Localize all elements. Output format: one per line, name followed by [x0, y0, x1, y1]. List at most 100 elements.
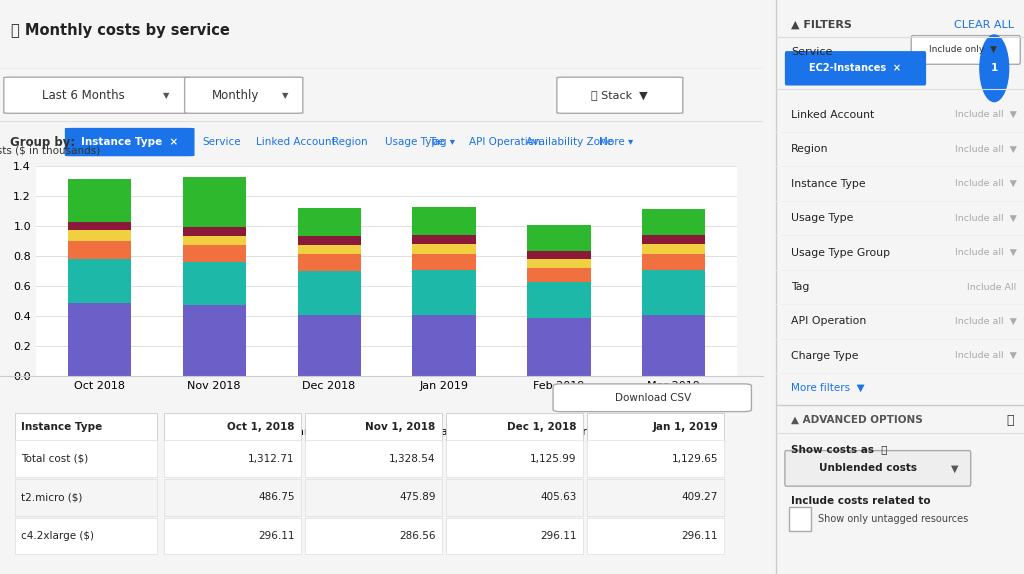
Text: Charge Type: Charge Type [792, 351, 858, 361]
Text: Include only  ▼: Include only ▼ [930, 45, 997, 55]
Text: 1: 1 [990, 63, 998, 73]
Text: 475.89: 475.89 [399, 492, 435, 502]
Text: API Operation: API Operation [469, 137, 541, 147]
Bar [527, 282, 591, 317]
Bar [182, 262, 246, 305]
Text: Include costs related to: Include costs related to [792, 495, 931, 506]
Text: Show costs as  ⓘ: Show costs as ⓘ [792, 444, 888, 454]
Bar [642, 244, 706, 254]
FancyBboxPatch shape [911, 36, 1020, 64]
Text: EC2-Instances  ×: EC2-Instances × [810, 63, 901, 73]
Text: API Operation: API Operation [792, 316, 866, 327]
Text: Service: Service [202, 137, 241, 147]
Text: 1,312.71: 1,312.71 [248, 453, 295, 464]
Text: Tag: Tag [792, 282, 809, 292]
Bar [642, 254, 706, 270]
Text: Include all  ▼: Include all ▼ [954, 317, 1017, 326]
Bar [527, 251, 591, 259]
Text: Download CSV: Download CSV [614, 393, 691, 403]
Text: 🔒 Monthly costs by service: 🔒 Monthly costs by service [11, 24, 230, 38]
Text: ▲ FILTERS: ▲ FILTERS [792, 20, 852, 29]
Bar [298, 254, 360, 271]
Text: Include all  ▼: Include all ▼ [954, 179, 1017, 188]
Text: Region: Region [792, 144, 828, 154]
Bar [642, 270, 706, 315]
Text: t2.micro ($): t2.micro ($) [22, 492, 83, 502]
Text: Usage Type: Usage Type [385, 137, 444, 147]
Text: Group by:: Group by: [10, 135, 75, 149]
Text: ⓘ: ⓘ [1007, 414, 1014, 426]
Bar [413, 270, 475, 315]
Text: Include all  ▼: Include all ▼ [954, 110, 1017, 119]
Bar [413, 315, 475, 376]
Bar [413, 254, 475, 270]
Text: 286.56: 286.56 [399, 531, 435, 541]
Text: ▼: ▼ [163, 91, 169, 100]
Text: Instance Type: Instance Type [792, 179, 865, 189]
Bar [788, 507, 811, 531]
Bar [413, 245, 475, 254]
Text: 1,328.54: 1,328.54 [389, 453, 435, 464]
Text: Include all  ▼: Include all ▼ [954, 248, 1017, 257]
Bar [642, 315, 706, 376]
Text: 409.27: 409.27 [682, 492, 718, 502]
Text: ▲ ADVANCED OPTIONS: ▲ ADVANCED OPTIONS [792, 415, 923, 425]
Bar [413, 235, 475, 245]
Text: 405.63: 405.63 [541, 492, 577, 502]
Bar [298, 271, 360, 315]
Bar [182, 177, 246, 227]
Text: Include all  ▼: Include all ▼ [954, 145, 1017, 154]
Text: Availability Zone: Availability Zone [526, 137, 613, 147]
FancyBboxPatch shape [784, 451, 971, 486]
Text: c4.2xlarge ($): c4.2xlarge ($) [22, 531, 94, 541]
Bar [527, 268, 591, 282]
Text: 486.75: 486.75 [258, 492, 295, 502]
Text: Include All: Include All [968, 282, 1017, 292]
FancyBboxPatch shape [784, 51, 926, 86]
Legend: t2.micro, c4.2xlarge, m3.large, m4.large, c4.large, Others: t2.micro, c4.2xlarge, m3.large, m4.large… [177, 423, 596, 441]
FancyBboxPatch shape [4, 77, 190, 113]
Text: Tag ▾: Tag ▾ [429, 137, 455, 147]
Text: Total cost ($): Total cost ($) [22, 453, 89, 464]
Text: Show only untagged resources: Show only untagged resources [818, 514, 969, 524]
Text: 1,125.99: 1,125.99 [530, 453, 577, 464]
Text: Nov 1, 2018: Nov 1, 2018 [366, 422, 435, 432]
Bar [527, 259, 591, 268]
Bar [298, 208, 360, 236]
Text: Costs ($ in thousands): Costs ($ in thousands) [0, 146, 100, 156]
Bar [298, 236, 360, 245]
Text: CLEAR ALL: CLEAR ALL [954, 20, 1014, 29]
Text: Last 6 Months: Last 6 Months [42, 89, 125, 102]
Text: Linked Account: Linked Account [792, 110, 874, 120]
Text: 1,129.65: 1,129.65 [672, 453, 718, 464]
Bar [68, 230, 131, 241]
Text: Include all  ▼: Include all ▼ [954, 351, 1017, 360]
Bar [68, 241, 131, 259]
FancyBboxPatch shape [557, 77, 683, 113]
Bar [642, 235, 706, 244]
Text: Instance Type  ×: Instance Type × [81, 137, 178, 147]
Bar [68, 303, 131, 376]
Text: Oct 1, 2018: Oct 1, 2018 [227, 422, 295, 432]
Text: ▼: ▼ [951, 463, 958, 474]
Bar [68, 180, 131, 222]
Bar [642, 209, 706, 235]
Bar [182, 227, 246, 235]
Bar [182, 235, 246, 245]
Text: Linked Account: Linked Account [256, 137, 335, 147]
Bar [298, 245, 360, 254]
Bar [527, 317, 591, 376]
Text: 296.11: 296.11 [541, 531, 577, 541]
Circle shape [980, 35, 1009, 102]
Text: Include all  ▼: Include all ▼ [954, 214, 1017, 223]
Text: Region: Region [332, 137, 368, 147]
Bar [68, 259, 131, 303]
FancyBboxPatch shape [184, 77, 303, 113]
Text: ▼: ▼ [282, 91, 288, 100]
Bar [527, 225, 591, 251]
Bar [182, 305, 246, 376]
Bar [413, 207, 475, 235]
FancyBboxPatch shape [553, 384, 752, 412]
Text: Usage Type: Usage Type [792, 213, 853, 223]
Text: Monthly: Monthly [212, 89, 259, 102]
